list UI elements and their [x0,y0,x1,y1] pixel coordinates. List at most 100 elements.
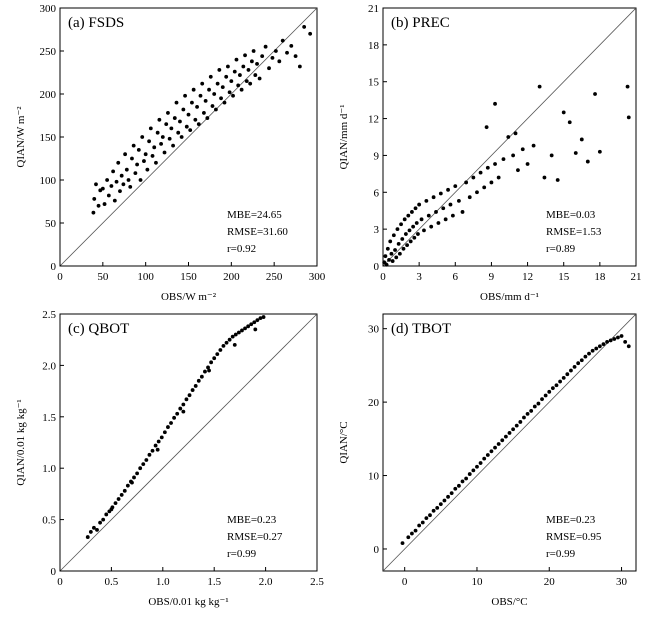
stat-label: MBE=0.23 [546,514,596,526]
data-point [475,190,479,195]
data-point [391,233,396,238]
data-point [525,411,530,416]
data-point [400,237,405,241]
data-point [406,535,411,540]
data-point [209,360,214,365]
data-point [178,119,182,124]
data-point [140,135,145,139]
data-point [280,38,285,43]
data-point [224,74,229,79]
data-point [285,50,289,55]
x-tick-label: 300 [309,271,326,283]
data-point [435,505,440,510]
data-point [460,479,465,484]
data-point [382,260,387,265]
data-point [388,239,393,244]
data-point [138,466,143,471]
data-point [130,480,134,485]
data-point [616,335,620,340]
panel-title: (c) QBOT [68,321,129,337]
panel-qbot: 0 0.5 1.0 1.5 2.0 2.5 0 0.5 1.0 1.5 2.0 2.5 (c) QBOT… [15,309,324,608]
data-point [196,122,201,126]
data-point [297,64,302,69]
panel-title: (a) FSDS [68,15,124,31]
data-point [626,344,631,349]
data-point [396,241,401,246]
data-point [395,227,400,232]
data-point [187,393,192,398]
data-point [230,334,235,339]
plot-frame [382,313,637,572]
data-point [389,251,394,256]
data-point [172,116,177,120]
data-point [181,409,186,414]
x-tick-label: 9 [489,271,495,283]
data-point [181,402,186,407]
data-point [123,152,128,157]
data-point [130,156,134,161]
data-point [232,342,237,347]
x-tick-label: 50 [97,271,109,283]
y-tick-label: 18 [368,40,380,52]
data-point [255,62,259,66]
data-point [159,435,164,440]
data-point [422,228,426,233]
data-point [111,169,116,174]
data-point [251,49,256,53]
data-point [428,513,432,518]
data-point [623,340,628,344]
data-point [543,393,548,398]
data-point [405,243,409,248]
data-point [144,458,149,462]
data-point [155,130,160,135]
data-point [190,388,195,392]
data-point [96,203,101,208]
data-point [162,150,167,155]
data-point [478,461,483,465]
data-point [475,464,479,469]
data-point [193,117,198,122]
y-tick-label: 0 [51,566,57,578]
data-point [424,516,429,521]
data-point [92,525,96,530]
data-point [148,126,153,131]
data-point [95,527,99,532]
data-point [531,143,536,148]
data-point [410,531,414,536]
y-axis-label: QIAN/0.01 kg kg⁻¹ [15,399,27,485]
panel-title: (b) PREC [391,15,450,31]
data-point [203,98,208,103]
y-tick-label: 21 [368,3,379,15]
x-tick-label: 2.0 [259,576,273,588]
data-point [438,502,443,507]
data-point [239,87,244,92]
y-tick-label: 0 [374,261,380,273]
data-point [625,84,630,89]
data-point [166,425,170,429]
data-point [448,202,453,207]
data-point [626,115,631,120]
data-point [397,251,402,256]
y-tick-label: 0 [51,261,57,273]
y-tick-label: 20 [368,397,380,409]
data-point [302,25,307,29]
data-point [457,198,461,203]
data-point [414,221,419,225]
panel-tbot: 0 10 20 30 0 10 20 30 (d) TBOT MBE=0.23 RMSE=0.95 r… [338,313,637,608]
y-axis-label: QIAN/mm d⁻¹ [338,104,350,169]
stat-label: MBE=0.23 [227,514,277,526]
data-point [191,87,196,92]
data-point [109,184,114,188]
data-point [171,143,175,148]
data-point [234,57,239,62]
x-tick-label: 0 [380,271,386,283]
data-point [471,468,476,473]
x-tick-label: 15 [558,271,570,283]
data-point [113,501,118,506]
data-point [429,224,434,229]
data-point [162,430,167,435]
data-point [232,69,237,74]
x-tick-label: 6 [453,271,459,283]
data-point [124,167,129,172]
data-point [105,178,110,182]
